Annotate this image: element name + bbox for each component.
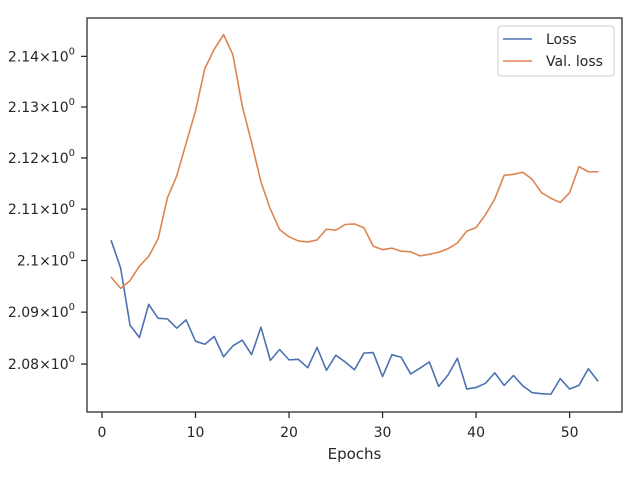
y-tick-label: 2.12×100 — [8, 148, 75, 167]
y-tick-label: 2.13×100 — [8, 97, 75, 116]
series-line-val-loss — [110, 33, 599, 290]
y-tick-label: 2.09×100 — [8, 302, 75, 321]
legend-label-loss: Loss — [546, 32, 577, 48]
legend: Loss Val. loss — [497, 25, 615, 77]
x-tick-label: 20 — [280, 425, 298, 441]
x-axis: 0 10 20 30 40 50 — [98, 412, 579, 441]
legend-label-val-loss: Val. loss — [546, 54, 603, 70]
plot-frame — [86, 17, 623, 413]
y-tick-label: 2.14×100 — [8, 46, 75, 65]
y-tick-label: 2.08×100 — [8, 354, 75, 373]
x-tick-label: 10 — [187, 425, 205, 441]
x-tick-label: 40 — [467, 425, 485, 441]
x-tick-label: 50 — [561, 425, 579, 441]
y-axis: 2.08×100 2.09×100 2.1×100 2.11×100 2.12×100 2… — [8, 46, 87, 373]
y-tick-label: 2.11×100 — [8, 199, 75, 218]
series-layer — [110, 33, 599, 396]
x-tick-label: 30 — [374, 425, 392, 441]
x-axis-title: Epochs — [328, 445, 382, 463]
series-line-loss — [110, 239, 599, 396]
x-tick-label: 0 — [98, 425, 107, 441]
y-tick-label: 2.1×100 — [17, 251, 75, 270]
